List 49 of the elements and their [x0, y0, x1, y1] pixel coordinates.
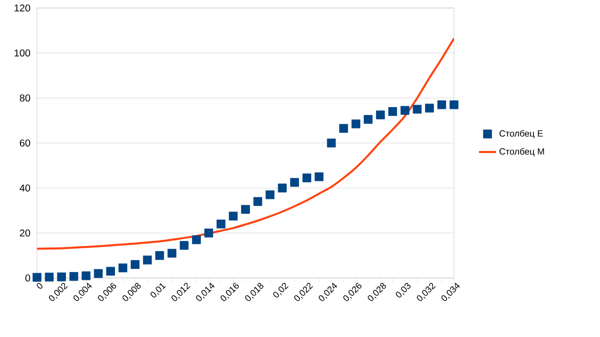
point — [241, 204, 250, 214]
y-tick-label: 120 — [14, 4, 30, 12]
point — [302, 173, 312, 182]
point — [326, 138, 336, 148]
point — [352, 119, 360, 128]
point — [400, 106, 410, 115]
point — [253, 197, 262, 206]
point — [180, 240, 189, 250]
y-tick-label: 20 — [20, 229, 30, 237]
y-tick-label: 100 — [14, 49, 30, 57]
point — [143, 256, 152, 264]
point — [290, 178, 299, 187]
x-tick-label: 0,02 — [273, 282, 289, 298]
point — [155, 251, 164, 260]
point — [376, 110, 385, 120]
line-series — [37, 37, 454, 250]
point — [32, 272, 42, 282]
point — [130, 260, 140, 269]
x-tick-label: 0 — [36, 282, 42, 289]
point — [106, 266, 115, 276]
point — [437, 100, 446, 110]
legend-label: Столбец M — [499, 148, 544, 156]
point — [94, 269, 103, 278]
point — [425, 104, 434, 113]
point — [278, 184, 287, 192]
legend-label: Столбец E — [499, 130, 543, 138]
point — [314, 172, 324, 182]
y-tick-label: 80 — [20, 94, 30, 102]
point — [388, 107, 398, 116]
y-tick-label: 0 — [25, 274, 30, 282]
point — [192, 235, 201, 244]
point — [204, 228, 214, 238]
point — [57, 272, 66, 282]
point — [69, 272, 78, 281]
point — [82, 271, 90, 280]
point — [118, 263, 128, 272]
point — [450, 100, 458, 110]
x-tick-label: 0,01 — [150, 283, 166, 298]
point — [44, 272, 54, 282]
point — [339, 124, 348, 133]
y-tick-label: 40 — [20, 184, 30, 192]
point — [412, 104, 422, 114]
point — [228, 212, 238, 221]
point — [266, 190, 274, 200]
point — [168, 248, 176, 258]
point — [216, 220, 226, 228]
x-tick-label: 0,03 — [396, 282, 411, 298]
y-tick-label: 60 — [20, 139, 30, 147]
point — [364, 114, 373, 124]
